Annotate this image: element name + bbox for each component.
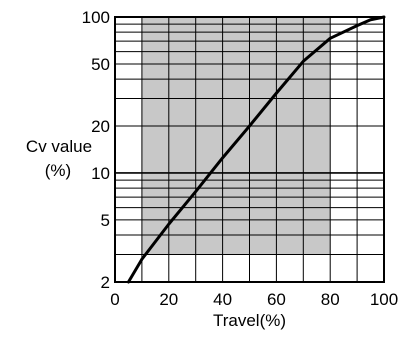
- x-tick-label: 100: [370, 290, 398, 309]
- y-tick-label: 20: [91, 117, 110, 136]
- x-tick-label: 20: [159, 290, 178, 309]
- x-tick-label: 80: [321, 290, 340, 309]
- y-tick-label: 5: [101, 211, 110, 230]
- x-tick-label: 60: [267, 290, 286, 309]
- y-axis-title-line2: (%): [45, 161, 71, 180]
- y-tick-label: 10: [91, 164, 110, 183]
- y-tick-label: 50: [91, 55, 110, 74]
- x-axis-title: Travel(%): [213, 311, 286, 330]
- shaded-region: [141, 17, 331, 255]
- x-tick-label: 0: [110, 290, 119, 309]
- y-axis-title-line1: Cv value: [26, 137, 92, 156]
- y-tick-label: 2: [101, 273, 110, 292]
- cv-curve: [126, 15, 386, 284]
- y-tick-label: 100: [82, 8, 110, 27]
- x-tick-label: 40: [213, 290, 232, 309]
- plot-frame: [114, 16, 385, 283]
